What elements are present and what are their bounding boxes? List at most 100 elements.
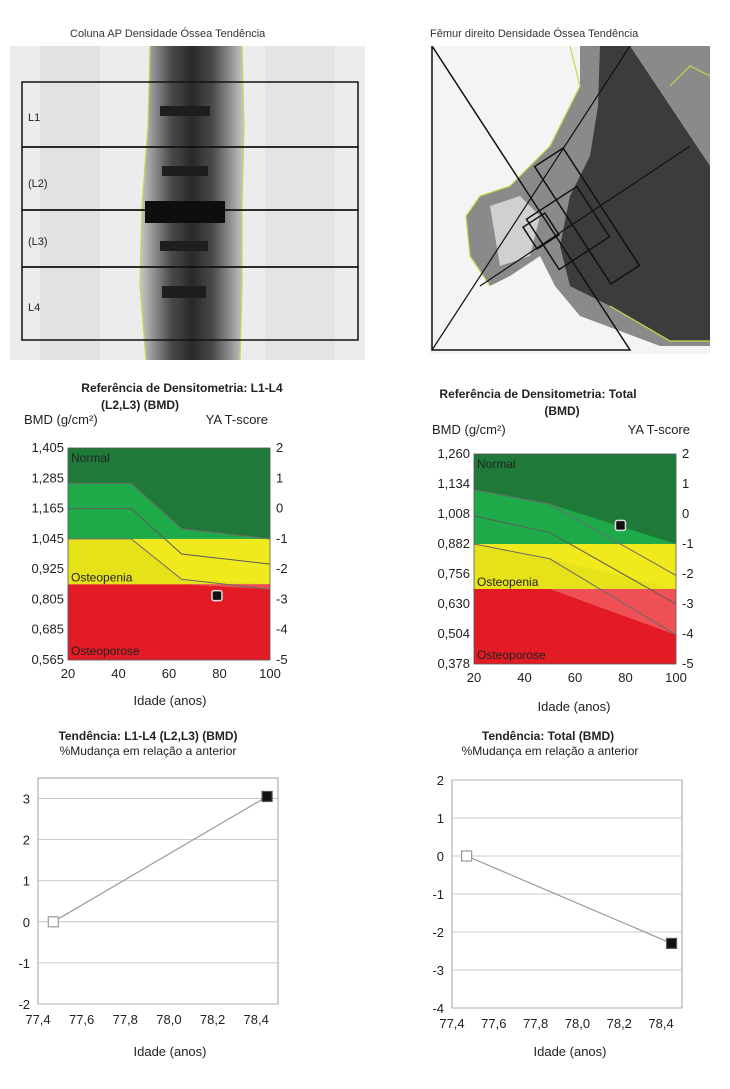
vertebra-label-l1: L1: [28, 112, 41, 124]
y-tick-label: -4: [432, 1001, 444, 1016]
zone-label-osteopenia: Osteopenia: [71, 570, 133, 584]
y-tick-label: 0,504: [437, 626, 470, 641]
femur-reference-zones: Normal Osteopenia Osteoporose: [474, 454, 676, 664]
reference-curve-mid: [473, 515, 677, 605]
spine-trend-chart: Tendência: L1-L4 (L2,L3) (BMD) %Mudança …: [18, 729, 279, 1059]
y2-tick-label: -2: [276, 561, 288, 576]
x-tick-label: 40: [517, 670, 531, 685]
zone-label-osteoporose: Osteoporose: [477, 648, 546, 662]
y-tick-label: -2: [432, 925, 444, 940]
y2-tick-label: 1: [682, 476, 689, 491]
y-tick-label: 1: [437, 811, 444, 826]
x-tick-label: 40: [111, 666, 125, 681]
femur-reference-y2ticks: 2 1 0 -1 -2 -3 -4 -5: [682, 446, 694, 671]
y-tick-label: -1: [18, 956, 30, 971]
trend-point-baseline: [461, 850, 473, 862]
femur-trend-xlabel: Idade (anos): [534, 1044, 607, 1059]
zone-osteoporose: [68, 584, 270, 660]
spine-trend-grid: [37, 777, 279, 1005]
zone-label-normal: Normal: [71, 451, 110, 465]
y-tick-label: 0,630: [437, 596, 470, 611]
x-tick-label: 80: [212, 666, 226, 681]
y-tick-label: 0,805: [31, 591, 64, 606]
x-tick-label: 77,6: [481, 1016, 506, 1031]
x-tick-label: 77,8: [523, 1016, 548, 1031]
reference-curve-mid: [68, 508, 271, 565]
x-tick-label: 78,0: [156, 1012, 181, 1027]
y2-tick-label: 2: [276, 440, 283, 455]
y-tick-label: 0,378: [437, 656, 470, 671]
x-tick-label: 78,4: [648, 1016, 673, 1031]
x-tick-label: 78,2: [200, 1012, 225, 1027]
spine-scan-svg: [10, 46, 365, 360]
y2-tick-label: 2: [682, 446, 689, 461]
femur-reference-subtitle: (BMD): [544, 404, 579, 418]
spine-image-title: Coluna AP Densidade Óssea Tendência: [70, 28, 266, 40]
y-tick-label: 1,165: [31, 501, 64, 516]
x-tick-label: 77,4: [25, 1012, 50, 1027]
femur-scan-image: [430, 46, 710, 354]
y-tick-label: 1,008: [437, 506, 470, 521]
plot-frame: [37, 777, 279, 1005]
y-tick-label: 2: [23, 833, 30, 848]
femur-image-title: Fêmur direito Densidade Óssea Tendência: [430, 28, 639, 40]
y2-tick-label: 0: [276, 501, 283, 516]
femur-trend-subtitle: %Mudança em relação a anterior: [462, 744, 639, 758]
femur-reference-y2label: YA T-score: [628, 422, 690, 437]
y-tick-label: 0: [23, 915, 30, 930]
trend-point-current: [261, 790, 273, 803]
femur-reference-xlabel: Idade (anos): [538, 699, 611, 714]
femur-trend-title: Tendência: Total (BMD): [482, 729, 614, 743]
spine-scan-image: L1 (L2) (L3) L4: [10, 46, 365, 360]
x-tick-label: 20: [61, 666, 75, 681]
y-tick-label: 1,285: [31, 470, 64, 485]
y2-tick-label: -5: [682, 656, 694, 671]
plot-frame: [473, 453, 677, 665]
reference-curve-upper: [68, 482, 271, 540]
spine-reference-ylabel: BMD (g/cm²): [24, 412, 98, 427]
x-tick-label: 100: [259, 666, 281, 681]
y-tick-label: 0: [437, 849, 444, 864]
spine-reference-points: [211, 589, 223, 602]
y2-tick-label: -3: [276, 591, 288, 606]
trend-line: [52, 795, 268, 923]
trend-point-baseline: [47, 916, 59, 928]
femur-scan-svg: [430, 46, 710, 354]
y-tick-label: 1,405: [31, 440, 64, 455]
y-tick-label: 3: [23, 792, 30, 807]
spine-reference-subtitle: (L2,L3) (BMD): [101, 398, 179, 412]
femur-trend-xticks: 77,4 77,6 77,8 78,0 78,2 78,4: [439, 1016, 673, 1031]
x-tick-label: 60: [568, 670, 582, 685]
y-tick-label: 1,045: [31, 531, 64, 546]
zone-osteopenia-band: [68, 538, 270, 585]
x-tick-label: 20: [467, 670, 481, 685]
zone-label-normal: Normal: [477, 457, 516, 471]
y2-tick-label: -4: [682, 626, 694, 641]
spine-trend-xticks: 77,4 77,6 77,8 78,0 78,2 78,4: [25, 1012, 268, 1027]
femur-trend-yticks: 2 1 0 -1 -2 -3 -4: [432, 773, 444, 1016]
spine-trend-title: Tendência: L1-L4 (L2,L3) (BMD): [58, 729, 237, 743]
spine-reference-curves: [67, 447, 271, 661]
plot-frame: [67, 447, 271, 661]
y-tick-label: 0,756: [437, 566, 470, 581]
x-tick-label: 60: [162, 666, 176, 681]
spine-reference-xticks: 20 40 60 80 100: [61, 666, 281, 681]
reference-curve-lower: [68, 538, 271, 590]
femur-reference-curves: [473, 453, 677, 665]
trend-point-current: [665, 937, 678, 949]
spine-trend-subtitle: %Mudança em relação a anterior: [60, 744, 237, 758]
x-tick-label: 78,4: [244, 1012, 269, 1027]
femur-reference-chart: Referência de Densitometria: Total (BMD)…: [432, 387, 694, 714]
y-tick-label: 0,925: [31, 561, 64, 576]
y2-tick-label: -1: [682, 536, 694, 551]
y-tick-label: 0,565: [31, 652, 64, 667]
x-tick-label: 77,6: [69, 1012, 94, 1027]
trend-line: [466, 855, 672, 944]
spine-reference-y2ticks: 2 1 0 -1 -2 -3 -4 -5: [276, 440, 288, 667]
y2-tick-label: -5: [276, 652, 288, 667]
femur-trend-chart: Tendência: Total (BMD) %Mudança em relaç…: [432, 729, 683, 1059]
patient-point: [614, 519, 627, 532]
x-tick-label: 100: [665, 670, 687, 685]
spine-trend-yticks: 3 2 1 0 -1 -2: [18, 792, 30, 1012]
y2-tick-label: -4: [276, 622, 288, 637]
